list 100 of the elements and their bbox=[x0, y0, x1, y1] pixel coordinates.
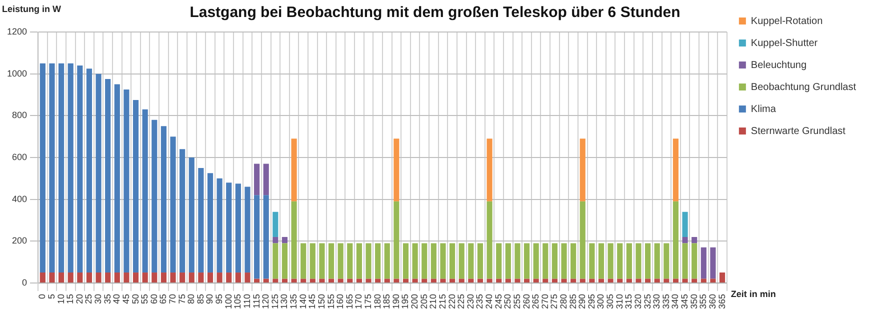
bar bbox=[272, 278, 278, 282]
bar bbox=[216, 272, 222, 282]
legend-label: Sternwarte Grundlast bbox=[750, 126, 846, 137]
bar bbox=[552, 278, 558, 282]
bar bbox=[636, 243, 642, 279]
x-tick-label: 120 bbox=[260, 294, 271, 310]
bar bbox=[552, 243, 558, 279]
x-tick-label: 35 bbox=[102, 294, 112, 304]
x-tick-label: 320 bbox=[632, 294, 643, 310]
x-tick-label: 40 bbox=[112, 294, 122, 304]
bar bbox=[86, 68, 92, 273]
bar bbox=[282, 236, 288, 244]
x-tick-label: 265 bbox=[530, 294, 541, 310]
bar bbox=[282, 243, 288, 279]
bar bbox=[347, 278, 353, 282]
x-tick-label: 250 bbox=[502, 294, 513, 310]
x-tick-label: 325 bbox=[642, 294, 652, 310]
bar bbox=[580, 201, 586, 279]
x-tick-label: 95 bbox=[214, 294, 224, 304]
bar bbox=[654, 278, 660, 282]
bar bbox=[207, 272, 214, 282]
bar bbox=[58, 272, 64, 282]
bar bbox=[626, 243, 632, 279]
y-tick-label: 400 bbox=[12, 194, 28, 204]
x-tick-label: 345 bbox=[680, 294, 690, 310]
x-tick-label: 20 bbox=[74, 294, 84, 304]
bar bbox=[422, 243, 428, 279]
bar bbox=[310, 278, 316, 282]
bar bbox=[402, 278, 409, 282]
bar bbox=[105, 272, 111, 282]
y-tick-label: 800 bbox=[12, 110, 28, 120]
x-tick-label: 270 bbox=[540, 294, 550, 310]
bar bbox=[124, 90, 130, 273]
x-tick-label: 80 bbox=[186, 294, 196, 304]
x-tick-label: 210 bbox=[428, 294, 438, 310]
bar bbox=[40, 63, 46, 273]
x-tick-label: 340 bbox=[670, 294, 680, 310]
x-tick-label: 110 bbox=[242, 294, 252, 308]
bar bbox=[272, 243, 278, 279]
bar bbox=[263, 164, 269, 196]
x-tick-label: 260 bbox=[521, 294, 532, 310]
bar bbox=[636, 278, 642, 282]
x-tick-label: 235 bbox=[474, 294, 485, 310]
bar bbox=[142, 272, 148, 282]
bar bbox=[645, 243, 651, 279]
bar bbox=[180, 149, 186, 273]
x-tick-label: 115 bbox=[251, 294, 262, 308]
bar bbox=[152, 272, 158, 282]
bar bbox=[477, 243, 484, 279]
bar bbox=[226, 182, 232, 273]
bar bbox=[524, 278, 530, 282]
bar bbox=[132, 272, 139, 282]
bar bbox=[505, 278, 511, 282]
bar bbox=[542, 243, 548, 279]
bar bbox=[291, 201, 297, 279]
x-tick-label: 355 bbox=[698, 294, 708, 310]
x-tick-label: 90 bbox=[204, 294, 215, 304]
bar bbox=[338, 278, 344, 282]
bar bbox=[338, 243, 344, 279]
bar bbox=[654, 243, 660, 279]
x-tick-label: 75 bbox=[176, 294, 187, 304]
bar bbox=[300, 243, 306, 279]
bar bbox=[394, 278, 400, 282]
bar bbox=[319, 278, 325, 282]
bar bbox=[719, 272, 726, 282]
bar bbox=[282, 278, 288, 282]
bar bbox=[692, 278, 698, 282]
x-tick-label: 5 bbox=[46, 294, 56, 299]
x-tick-label: 190 bbox=[390, 294, 401, 310]
bar bbox=[458, 243, 464, 279]
bar bbox=[533, 278, 539, 282]
bar bbox=[700, 278, 706, 282]
bar bbox=[589, 243, 595, 279]
bar bbox=[300, 278, 306, 282]
bar bbox=[580, 138, 586, 202]
x-tick-label: 360 bbox=[707, 294, 718, 310]
bar bbox=[68, 272, 74, 282]
bar bbox=[263, 278, 269, 282]
y-axis-title: Leistung in W bbox=[2, 4, 61, 14]
bar bbox=[272, 236, 278, 244]
x-tick-label: 145 bbox=[307, 294, 318, 310]
bar bbox=[328, 278, 334, 282]
bar bbox=[235, 184, 241, 273]
bar bbox=[486, 201, 492, 279]
x-tick-label: 50 bbox=[130, 294, 140, 304]
bar bbox=[496, 278, 502, 282]
bar bbox=[542, 278, 548, 282]
bar bbox=[440, 243, 446, 279]
bar bbox=[608, 243, 614, 279]
x-tick-label: 65 bbox=[158, 294, 168, 304]
bar bbox=[105, 79, 111, 273]
bar bbox=[430, 278, 436, 282]
bar bbox=[682, 278, 688, 282]
bar bbox=[68, 63, 74, 273]
bar bbox=[645, 278, 651, 282]
bar bbox=[40, 272, 46, 282]
bar bbox=[375, 278, 381, 282]
bar bbox=[524, 243, 530, 279]
bar bbox=[132, 100, 139, 273]
legend-label: Klima bbox=[750, 104, 776, 115]
